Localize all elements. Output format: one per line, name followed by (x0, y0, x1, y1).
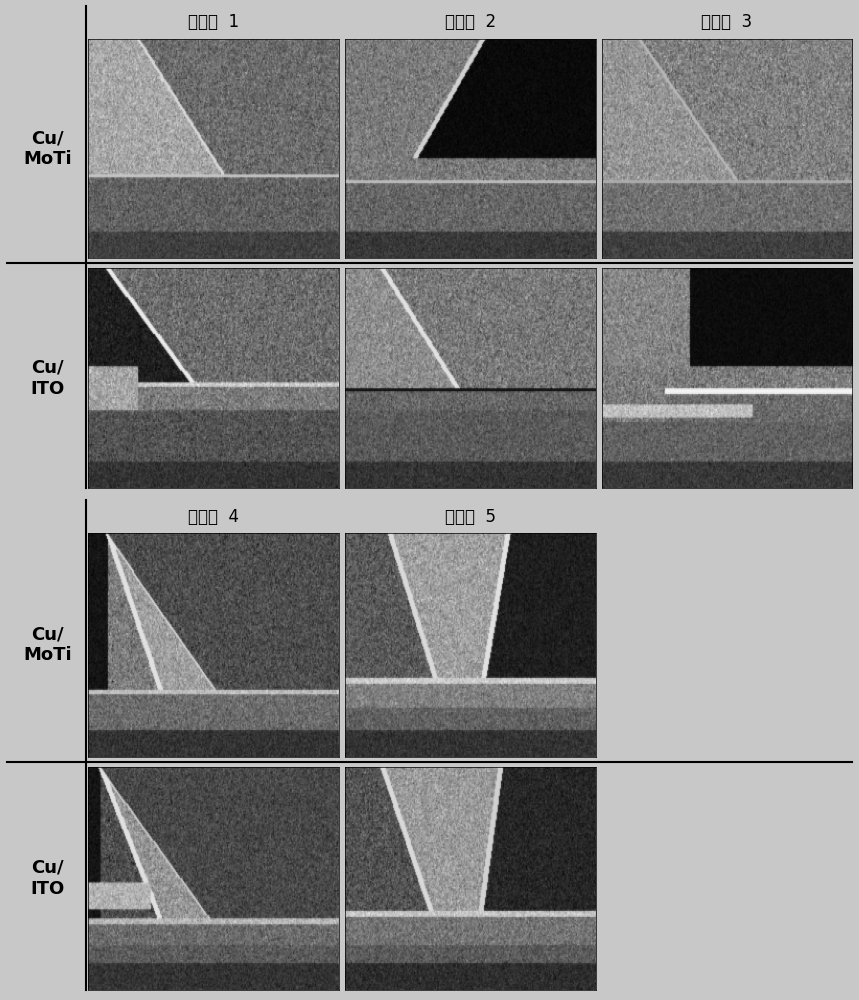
Text: 比較例  1: 比較例 1 (188, 13, 240, 31)
Text: 比較例  2: 比較例 2 (445, 13, 496, 31)
Text: 比較例  5: 比較例 5 (445, 508, 496, 526)
Text: Cu/
ITO: Cu/ ITO (31, 859, 64, 898)
Text: Cu/
MoTi: Cu/ MoTi (23, 129, 72, 168)
Text: Cu/
MoTi: Cu/ MoTi (23, 626, 72, 664)
Text: Cu/
ITO: Cu/ ITO (31, 359, 64, 398)
Text: 比較例  4: 比較例 4 (188, 508, 240, 526)
Text: 比較例  3: 比較例 3 (701, 13, 752, 31)
